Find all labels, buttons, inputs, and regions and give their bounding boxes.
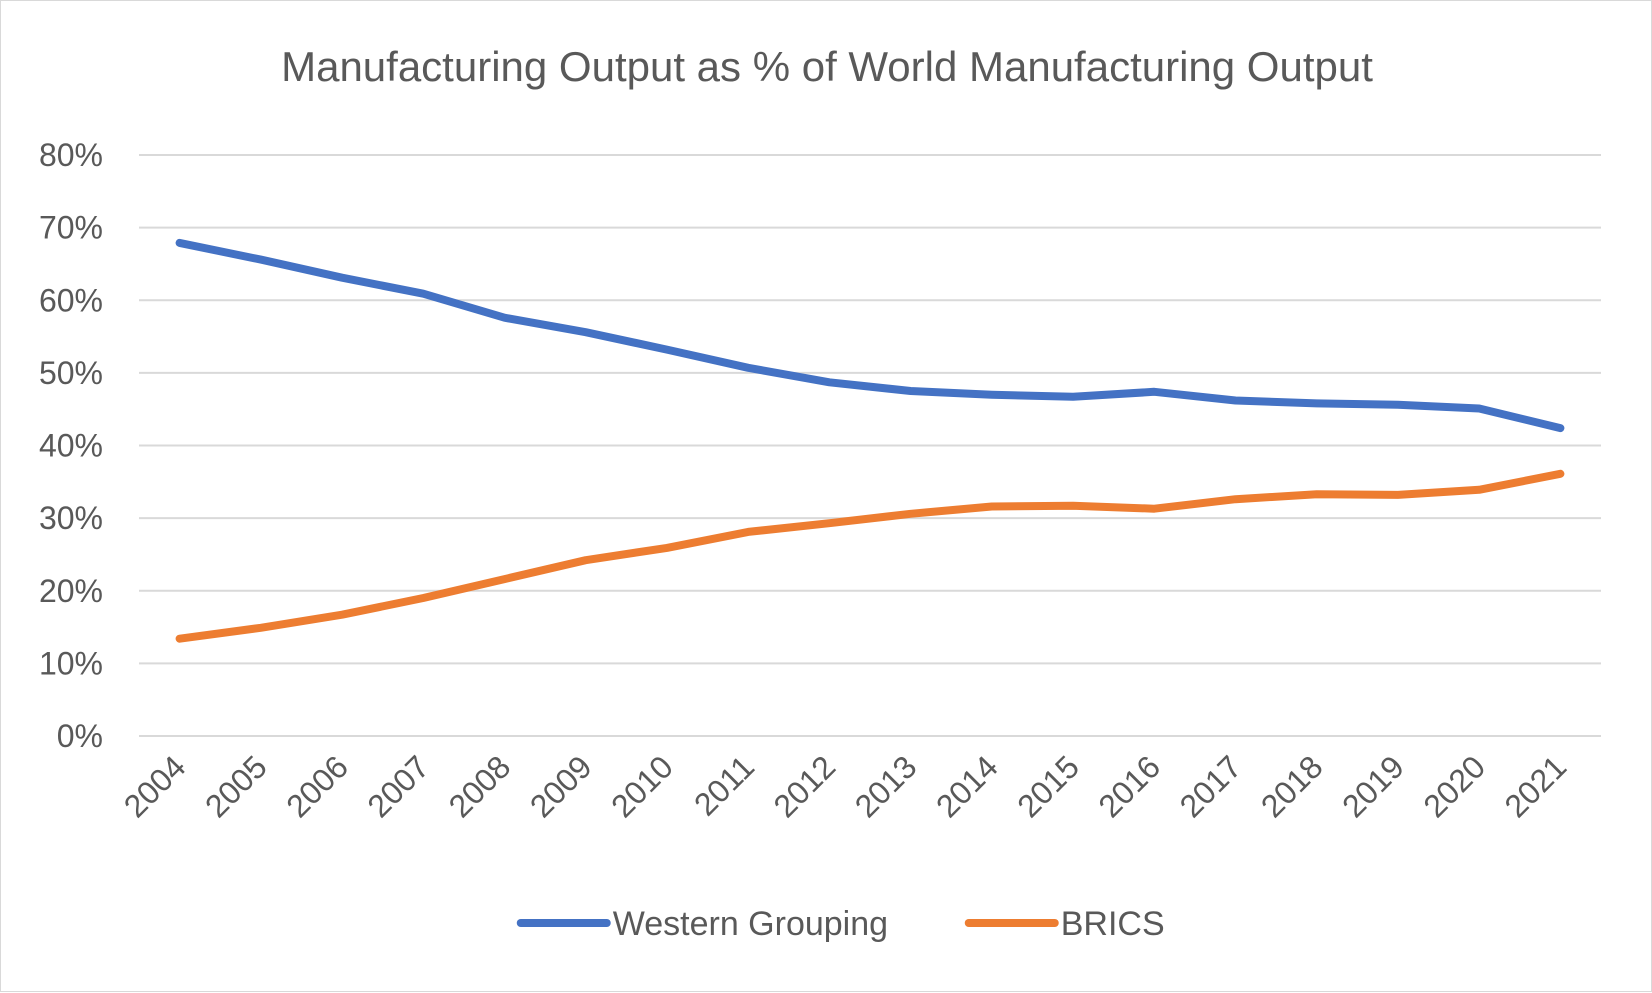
x-tick-label: 2013 xyxy=(848,748,924,824)
x-tick-label: 2019 xyxy=(1335,748,1411,824)
x-tick-label: 2012 xyxy=(767,748,843,824)
x-tick-label: 2010 xyxy=(604,748,680,824)
x-tick-label: 2021 xyxy=(1498,748,1574,824)
y-tick-label: 60% xyxy=(39,282,103,318)
x-tick-label: 2014 xyxy=(929,748,1005,824)
x-tick-label: 2020 xyxy=(1416,748,1492,824)
gridlines xyxy=(139,154,1601,737)
chart-title: Manufacturing Output as % of World Manuf… xyxy=(281,43,1373,90)
x-tick-label: 2007 xyxy=(360,748,436,824)
y-tick-label: 50% xyxy=(39,355,103,391)
x-tick-label: 2015 xyxy=(1010,748,1086,824)
series-line xyxy=(175,238,1565,433)
x-tick-label: 2017 xyxy=(1173,748,1249,824)
x-tick-label: 2018 xyxy=(1254,748,1330,824)
x-axis-ticks: 2004 2005 2006 2007 2008 2009 2010 2011 2012 2013… xyxy=(117,748,1574,824)
y-tick-label: 80% xyxy=(39,137,103,173)
x-tick-label: 2016 xyxy=(1091,748,1167,824)
x-tick-label: 2011 xyxy=(687,748,761,822)
x-tick-label: 2005 xyxy=(198,748,274,824)
y-tick-label: 40% xyxy=(39,428,103,464)
x-tick-label: 2009 xyxy=(523,748,599,824)
legend-label: Western Grouping xyxy=(613,905,888,943)
x-tick-label: 2004 xyxy=(117,748,193,824)
series-line xyxy=(175,469,1565,643)
series-lines xyxy=(175,238,1565,643)
y-tick-label: 30% xyxy=(39,500,103,536)
y-tick-label: 70% xyxy=(39,210,103,246)
y-tick-label: 0% xyxy=(57,718,103,754)
legend-label: BRICS xyxy=(1061,905,1165,943)
x-tick-label: 2008 xyxy=(442,748,518,824)
legend: Western Grouping BRICS xyxy=(516,905,1165,943)
y-axis-ticks: 0% 10% 20% 30% 40% 50% 60% 70% 80% xyxy=(39,137,103,754)
y-tick-label: 20% xyxy=(39,573,103,609)
x-tick-label: 2006 xyxy=(279,748,355,824)
y-tick-label: 10% xyxy=(39,645,103,681)
